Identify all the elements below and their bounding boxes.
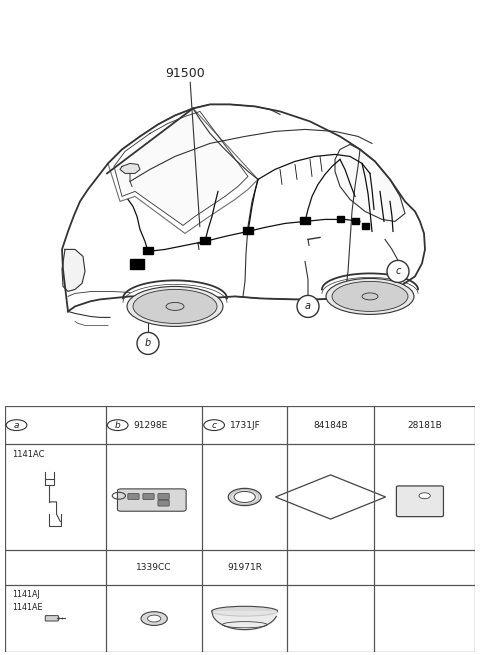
FancyBboxPatch shape <box>118 489 186 511</box>
Text: 1141AJ
1141AE: 1141AJ 1141AE <box>12 590 42 612</box>
Circle shape <box>6 420 27 430</box>
FancyBboxPatch shape <box>143 494 154 499</box>
Circle shape <box>137 333 159 354</box>
Text: 1141AC: 1141AC <box>12 451 44 459</box>
Ellipse shape <box>166 303 184 310</box>
FancyBboxPatch shape <box>128 494 139 499</box>
Ellipse shape <box>234 491 255 502</box>
Ellipse shape <box>326 278 414 314</box>
Text: a: a <box>305 301 311 311</box>
Text: c: c <box>396 267 401 276</box>
Bar <box>130 259 144 269</box>
Bar <box>300 217 310 225</box>
Text: a: a <box>14 421 19 430</box>
Ellipse shape <box>228 489 261 506</box>
Circle shape <box>387 261 409 282</box>
Text: 91298E: 91298E <box>133 421 168 430</box>
Polygon shape <box>114 111 248 225</box>
Ellipse shape <box>332 282 408 311</box>
Polygon shape <box>120 163 140 174</box>
FancyBboxPatch shape <box>396 486 444 517</box>
Circle shape <box>204 420 225 430</box>
Bar <box>143 248 153 254</box>
Text: 91971R: 91971R <box>227 563 262 572</box>
Ellipse shape <box>212 607 277 616</box>
Ellipse shape <box>127 286 223 326</box>
Text: 1731JF: 1731JF <box>229 421 261 430</box>
Circle shape <box>419 493 430 498</box>
Circle shape <box>297 295 319 318</box>
Bar <box>337 216 344 223</box>
Text: 1339CC: 1339CC <box>136 563 172 572</box>
FancyBboxPatch shape <box>158 494 169 499</box>
Circle shape <box>141 612 168 626</box>
Ellipse shape <box>133 290 217 324</box>
FancyBboxPatch shape <box>45 616 59 621</box>
FancyBboxPatch shape <box>158 500 169 506</box>
Text: 91500: 91500 <box>165 67 205 80</box>
Text: c: c <box>212 421 216 430</box>
Bar <box>362 223 369 229</box>
Text: 84184B: 84184B <box>313 421 348 430</box>
Circle shape <box>147 615 161 622</box>
Text: 28181B: 28181B <box>407 421 442 430</box>
Bar <box>200 237 210 244</box>
Ellipse shape <box>362 293 378 300</box>
Text: b: b <box>145 339 151 348</box>
Bar <box>243 227 253 234</box>
Polygon shape <box>62 250 85 291</box>
Circle shape <box>108 420 128 430</box>
Bar <box>352 218 359 225</box>
Polygon shape <box>335 144 405 221</box>
Text: b: b <box>115 421 120 430</box>
